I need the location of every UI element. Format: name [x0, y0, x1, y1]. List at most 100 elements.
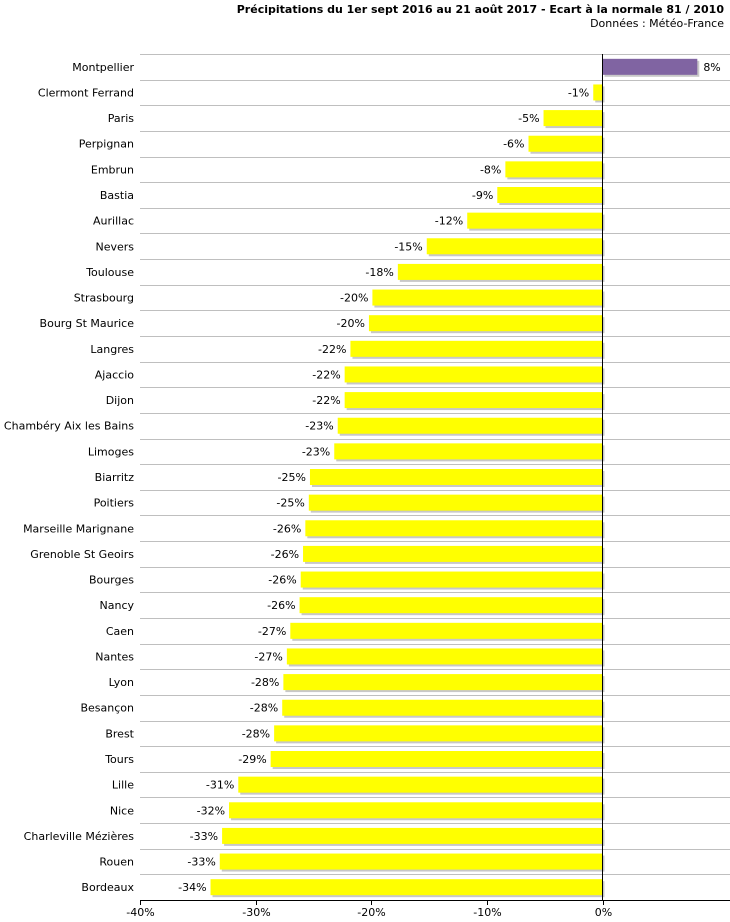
value-label: -22% [312, 368, 340, 381]
bar-24 [286, 648, 603, 665]
value-label: -9% [472, 189, 493, 202]
value-label: -26% [267, 599, 295, 612]
category-label: Perpignan [79, 138, 134, 151]
x-tick-label: 0% [595, 906, 612, 919]
value-label: -8% [480, 163, 501, 176]
bar-28 [270, 751, 603, 767]
bar-2 [593, 84, 603, 101]
category-label: Nevers [95, 240, 134, 253]
bar-30 [229, 802, 603, 819]
bar-10 [372, 289, 603, 306]
axes [140, 54, 730, 905]
value-label: -6% [503, 138, 524, 151]
bar-6 [497, 187, 603, 203]
bar-8 [426, 238, 603, 255]
category-label: Clermont Ferrand [38, 86, 134, 99]
value-label: -20% [340, 292, 368, 305]
category-label: Paris [108, 112, 134, 125]
category-label: Bourges [89, 574, 134, 587]
value-label: -1% [568, 86, 589, 99]
x-tick-label: -20% [357, 906, 385, 919]
bar-7 [467, 212, 603, 229]
value-label: -33% [187, 856, 215, 869]
value-label: -20% [337, 317, 365, 330]
bar-21 [300, 571, 603, 588]
value-label: -26% [273, 522, 301, 535]
value-label: 8% [703, 61, 720, 74]
x-tick-label: -10% [473, 906, 501, 919]
x-tick-label: -40% [126, 906, 154, 919]
category-label: Besançon [80, 702, 134, 715]
value-label: -31% [206, 779, 234, 792]
bar-1 [602, 58, 698, 75]
bar-20 [303, 545, 603, 562]
bars [210, 58, 700, 898]
value-label: -34% [178, 881, 206, 894]
bar-33 [210, 879, 603, 896]
bar-14 [344, 392, 603, 409]
category-label: Charleville Mézières [24, 830, 135, 843]
category-label: Bastia [100, 189, 134, 202]
bar-5 [505, 161, 603, 178]
category-label: Nancy [100, 599, 135, 612]
value-label: -22% [318, 343, 346, 356]
category-label: Bordeaux [81, 881, 134, 894]
category-label: Lille [112, 779, 134, 792]
bar-18 [308, 494, 603, 511]
bar-31 [222, 827, 603, 844]
bar-12 [350, 340, 603, 357]
value-label: -18% [365, 266, 393, 279]
category-label: Chambéry Aix les Bains [4, 420, 134, 433]
category-label: Tours [104, 753, 134, 766]
bar-27 [274, 725, 603, 742]
value-label: -23% [305, 420, 333, 433]
value-label: -22% [312, 394, 340, 407]
category-label: Strasbourg [74, 292, 134, 305]
bar-9 [397, 263, 603, 280]
category-label: Brest [105, 727, 134, 740]
category-label: Lyon [109, 676, 134, 689]
category-label: Biarritz [95, 471, 135, 484]
value-label: -28% [251, 676, 279, 689]
bar-29 [238, 776, 603, 793]
bar-25 [283, 674, 603, 691]
bar-26 [282, 699, 603, 716]
category-label: Marseille Marignane [23, 522, 134, 535]
value-label: -12% [435, 215, 463, 228]
bar-13 [344, 366, 603, 383]
category-label: Ajaccio [95, 368, 134, 381]
gridlines [140, 54, 730, 901]
bar-17 [309, 469, 603, 485]
bar-16 [334, 443, 603, 460]
bar-3 [543, 110, 603, 127]
category-label: Nantes [95, 650, 134, 663]
category-label: Langres [90, 343, 134, 356]
value-label: -29% [238, 753, 266, 766]
category-label: Embrun [91, 163, 134, 176]
category-label: Bourg St Maurice [40, 317, 135, 330]
value-label: -25% [276, 497, 304, 510]
value-label: -5% [518, 112, 539, 125]
value-label: -27% [254, 650, 282, 663]
category-label: Poitiers [94, 497, 135, 510]
value-label: -26% [268, 574, 296, 587]
labels: Montpellier 8% Clermont Ferrand -1% Paris -5%… [4, 61, 721, 919]
bar-4 [528, 135, 603, 152]
bar-23 [290, 622, 603, 639]
value-label: -26% [271, 548, 299, 561]
value-label: -33% [190, 830, 218, 843]
value-label: -15% [394, 240, 422, 253]
bar-15 [337, 417, 603, 434]
value-label: -32% [197, 804, 225, 817]
bar-32 [219, 853, 603, 870]
category-label: Rouen [99, 856, 134, 869]
x-tick-label: -30% [242, 906, 270, 919]
value-label: -23% [302, 445, 330, 458]
category-label: Grenoble St Geoirs [30, 548, 134, 561]
value-label: -25% [278, 471, 306, 484]
value-label: -27% [258, 625, 286, 638]
bar-19 [305, 520, 603, 537]
category-label: Toulouse [85, 266, 134, 279]
chart-title: Précipitations du 1er sept 2016 au 21 ao… [236, 3, 724, 16]
